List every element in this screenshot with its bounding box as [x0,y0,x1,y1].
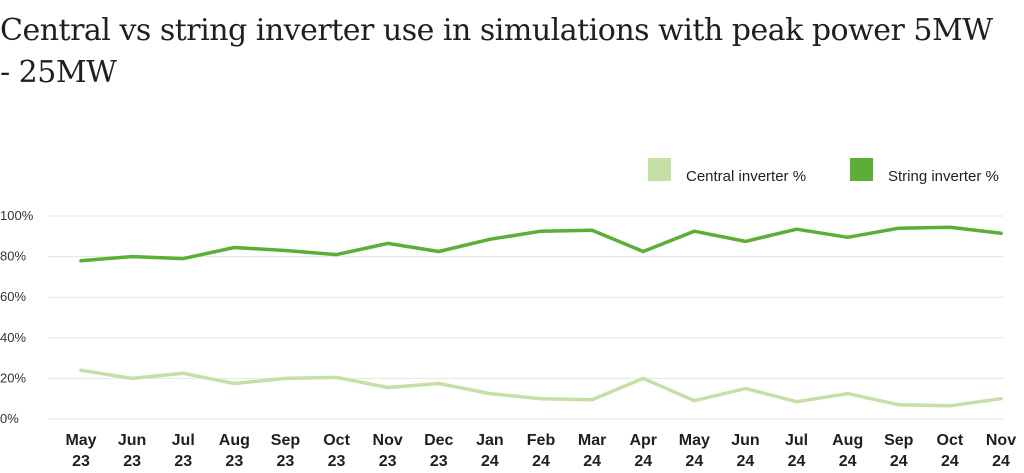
legend: Central inverter % String inverter % [648,158,999,185]
legend-swatch [850,158,873,181]
y-tick-label: 60% [0,289,26,304]
x-tick-label: Apr 24 [629,432,657,470]
x-tick-label: May 24 [679,432,710,470]
series-lines [79,225,1003,408]
legend-swatch [648,158,671,181]
x-tick-label: Jan 24 [476,432,504,470]
x-tick-label: Jun 23 [118,432,146,470]
y-tick-label: 20% [0,370,26,385]
chart-title: Central vs string inverter use in simula… [0,13,993,90]
x-tick-label: Aug 24 [832,432,863,470]
y-tick-label: 0% [0,411,19,426]
legend-label: Central inverter % [686,168,806,185]
y-tick-label: 40% [0,330,26,345]
x-tick-label: May 23 [65,432,96,470]
x-tick-label: Mar 24 [578,432,606,470]
x-tick-label: Nov 24 [986,432,1016,470]
x-tick-label: Sep 24 [884,432,914,470]
x-tick-label: Jul 24 [785,432,808,470]
x-tick-label: Oct 23 [323,432,350,470]
y-tick-label: 80% [0,249,26,264]
x-tick-label: Jul 23 [172,432,195,470]
gridlines [48,215,1004,420]
x-axis: May 23 Jun 23 Jul 23 Aug 23 Sep 23 Oct 23 Nov 23 Dec 23… [65,432,1016,470]
x-tick-label: Nov 23 [373,432,403,470]
series-line-0 [79,368,1003,408]
legend-label: String inverter % [888,168,999,185]
x-tick-label: Sep 23 [271,432,301,470]
y-tick-label: 100% [0,208,34,223]
x-tick-label: Oct 24 [937,432,964,470]
x-tick-label: Feb 24 [527,432,556,470]
x-tick-label: Jun 24 [731,432,759,470]
x-tick-label: Aug 23 [219,432,250,470]
x-tick-label: Dec 23 [424,432,453,470]
y-axis: 0% 20% 40% 60% 80% 100% [0,208,34,426]
series-line-1 [79,225,1003,263]
